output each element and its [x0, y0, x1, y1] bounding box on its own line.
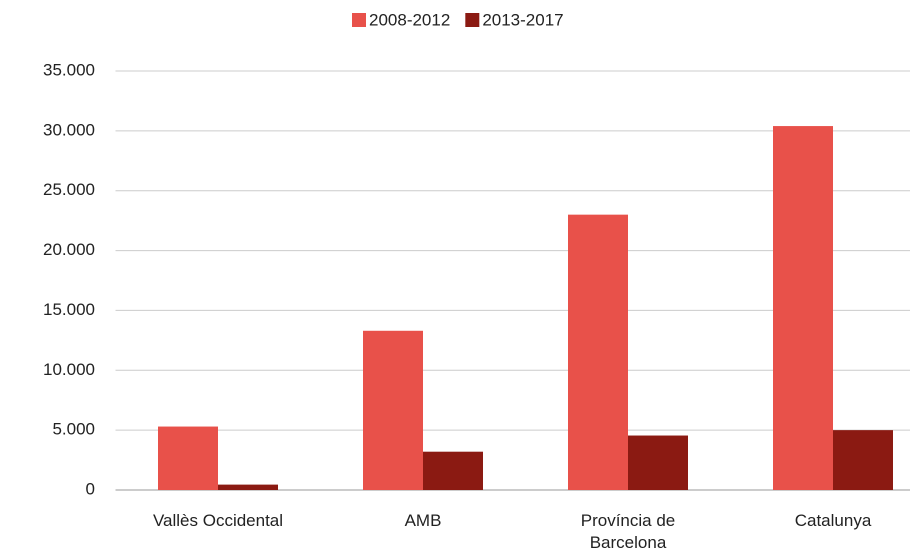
y-tick-label: 35.000 — [43, 60, 95, 79]
bar — [568, 214, 628, 490]
x-tick-label: Catalunya — [794, 511, 872, 530]
bar — [158, 426, 218, 490]
x-tick-label: AMB — [404, 511, 442, 530]
y-tick-label: 30.000 — [43, 120, 95, 139]
legend-label: 2013-2017 — [482, 10, 563, 29]
y-tick-label: 10.000 — [43, 360, 95, 379]
y-tick-label: 15.000 — [43, 300, 95, 319]
y-tick-label: 25.000 — [43, 180, 95, 199]
legend-label: 2008-2012 — [369, 10, 450, 29]
y-tick-label: 0 — [86, 479, 95, 498]
bar — [218, 484, 278, 490]
y-tick-label: 5.000 — [52, 420, 95, 439]
x-tick-label: Província de Barcelona — [580, 511, 676, 552]
legend-swatch — [465, 13, 480, 27]
legend-swatch — [352, 13, 366, 27]
bar — [628, 435, 688, 490]
bar — [773, 126, 833, 490]
x-tick-label: Vallès Occidental — [152, 511, 284, 530]
bar — [833, 430, 893, 490]
bar — [423, 451, 483, 490]
y-tick-label: 20.000 — [43, 240, 95, 259]
bar — [363, 330, 423, 490]
